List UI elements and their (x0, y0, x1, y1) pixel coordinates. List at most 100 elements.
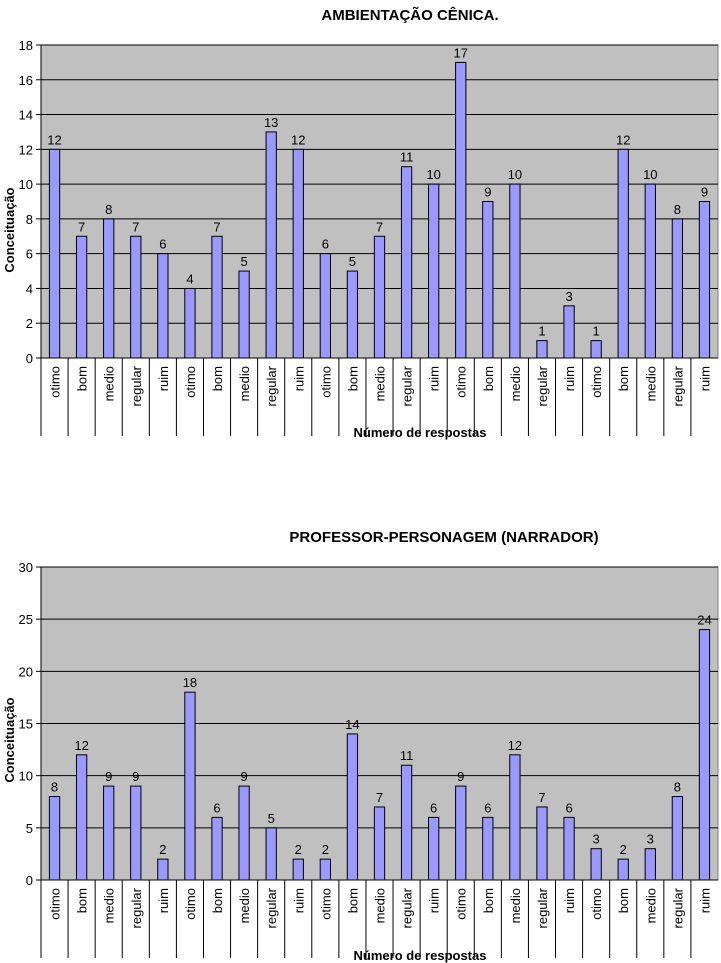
data-label: 11 (400, 150, 414, 165)
category-label: bom (210, 888, 225, 913)
data-label: 1 (538, 324, 545, 339)
bar (455, 785, 467, 881)
data-label: 9 (105, 769, 112, 784)
bar (292, 148, 304, 359)
category-label: bom (616, 888, 631, 913)
category-label: bom (75, 366, 90, 391)
category-label: otimo (48, 366, 63, 398)
x-axis-label: Número de respostas (354, 948, 487, 963)
category-label: ruim (156, 888, 171, 913)
data-label: 6 (565, 800, 572, 815)
bar (428, 183, 440, 359)
bar (563, 816, 575, 881)
y-tick-label: 30 (19, 560, 33, 575)
category-label: regular (129, 365, 144, 406)
category-label: medio (373, 888, 388, 923)
category-label: regular (670, 887, 685, 928)
y-axis-label: Conceituação (2, 187, 17, 272)
bar (455, 61, 467, 359)
data-label: 7 (132, 219, 139, 234)
chart-title: PROFESSOR-PERSONAGEM (NARRADOR) (289, 529, 598, 546)
bar (157, 858, 169, 881)
bar (157, 253, 169, 359)
data-label: 24 (697, 613, 711, 628)
bar (103, 785, 115, 881)
data-label: 7 (78, 219, 85, 234)
category-label: otimo (454, 888, 469, 920)
category-label: medio (643, 366, 658, 401)
bar (238, 785, 250, 881)
bar (238, 270, 250, 359)
category-label: ruim (156, 366, 171, 391)
data-label: 1 (593, 324, 600, 339)
bar (319, 253, 331, 359)
y-axis-label: Conceituação (2, 697, 17, 782)
category-label: bom (481, 888, 496, 913)
category-label: regular (264, 887, 279, 928)
category-label: bom (75, 888, 90, 913)
category-label: medio (508, 366, 523, 401)
y-tick-label: 20 (19, 664, 33, 679)
category-label: regular (535, 887, 550, 928)
data-label: 8 (674, 202, 681, 217)
category-label: bom (481, 366, 496, 391)
bar (482, 816, 494, 881)
category-label: bom (210, 366, 225, 391)
bar (563, 305, 575, 359)
data-label: 4 (186, 271, 193, 286)
category-label: otimo (589, 366, 604, 398)
category-label: ruim (562, 366, 577, 391)
y-tick-label: 5 (26, 821, 33, 836)
data-label: 9 (484, 185, 491, 200)
bar (617, 148, 629, 359)
bar (48, 796, 61, 881)
data-label: 2 (295, 842, 302, 857)
category-label: ruim (697, 366, 712, 391)
y-tick-label: 10 (19, 769, 33, 784)
y-tick-label: 0 (26, 351, 33, 366)
category-label: medio (102, 888, 117, 923)
bar (292, 858, 304, 881)
bar (346, 733, 359, 881)
category-label: otimo (454, 366, 469, 398)
bar (698, 629, 711, 881)
bar (184, 287, 196, 359)
bar (211, 816, 223, 881)
y-tick-label: 0 (26, 873, 33, 888)
bar (130, 785, 142, 881)
data-label: 9 (240, 769, 247, 784)
y-tick-label: 12 (19, 142, 33, 157)
bar (211, 235, 223, 359)
y-tick-label: 16 (19, 73, 33, 88)
bar (130, 235, 142, 359)
data-label: 12 (508, 738, 522, 753)
category-label: medio (508, 888, 523, 923)
data-label: 6 (322, 237, 329, 252)
category-label: ruim (697, 888, 712, 913)
bar (617, 858, 629, 881)
data-label: 10 (643, 167, 657, 182)
bar (428, 816, 440, 881)
data-label: 8 (105, 202, 112, 217)
data-label: 17 (454, 45, 468, 60)
y-tick-label: 8 (26, 212, 33, 227)
y-tick-label: 15 (19, 717, 33, 732)
data-label: 13 (264, 115, 278, 130)
category-label: medio (237, 888, 252, 923)
data-label: 18 (183, 675, 197, 690)
category-label: regular (400, 887, 415, 928)
bar (590, 340, 602, 359)
data-label: 2 (322, 842, 329, 857)
category-label: medio (237, 366, 252, 401)
data-label: 12 (291, 132, 305, 147)
bar (590, 848, 602, 881)
y-tick-label: 18 (19, 38, 33, 53)
data-label: 14 (345, 717, 359, 732)
bar (671, 218, 684, 359)
bar (536, 806, 548, 881)
chart-title: AMBIENTAÇÃO CÊNICA. (321, 6, 498, 24)
category-label: otimo (183, 366, 198, 398)
data-label: 3 (593, 832, 600, 847)
bar (373, 806, 386, 881)
category-label: medio (643, 888, 658, 923)
